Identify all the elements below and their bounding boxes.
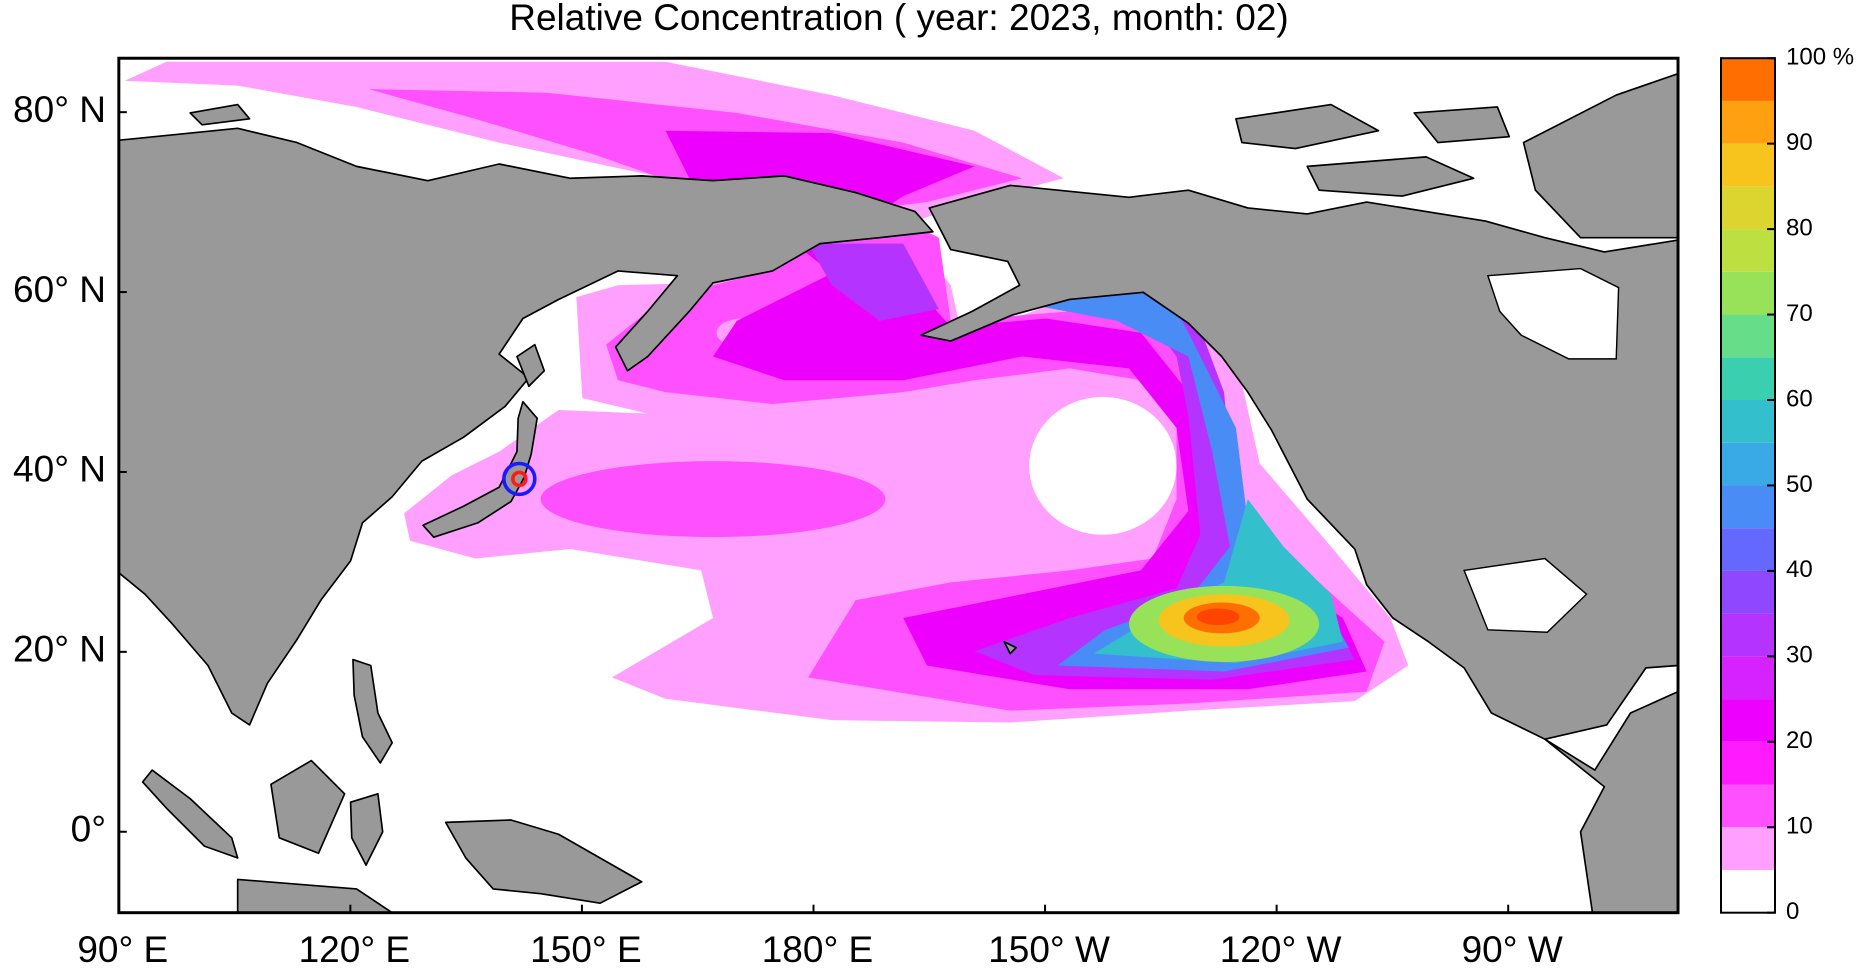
- colorbar-segment: [1721, 485, 1775, 529]
- colorbar-segment: [1721, 186, 1775, 230]
- colorbar-tick-label: 50: [1786, 471, 1813, 498]
- land: [118, 72, 1679, 913]
- colorbar-segment: [1721, 656, 1775, 700]
- colorbar-segment: [1721, 314, 1775, 358]
- sumatra: [141, 769, 239, 859]
- colorbar-segment: [1721, 229, 1775, 272]
- hudson-bay: [1486, 267, 1620, 360]
- south-america: [1544, 690, 1679, 913]
- colorbar-tick-label: 80: [1786, 214, 1813, 241]
- borneo: [270, 759, 346, 855]
- colorbar-segment: [1721, 613, 1775, 657]
- plume-100: [1196, 608, 1240, 626]
- lon-tick-label: 150° E: [530, 929, 642, 970]
- hawaii: [1003, 640, 1017, 655]
- greenland: [1522, 72, 1679, 239]
- lon-tick-label: 120° E: [299, 929, 411, 970]
- hokkaido: [516, 343, 546, 388]
- gulf-of-mexico: [1463, 557, 1588, 633]
- title: Relative Concentration ( year: 2023, mon…: [509, 0, 1288, 38]
- lat-tick-label: 40° N: [13, 449, 106, 490]
- island: [1235, 103, 1380, 150]
- map: [117, 56, 1680, 915]
- lon-tick-label: 180° E: [762, 929, 874, 970]
- colorbar-segment: [1721, 528, 1775, 571]
- japan: [422, 400, 538, 538]
- sulawesi: [349, 793, 384, 866]
- colorbar-tick-label: 40: [1786, 556, 1813, 583]
- colorbar-segment: [1721, 271, 1775, 315]
- new-guinea: [444, 819, 643, 905]
- australia-edge: [236, 878, 394, 913]
- colorbar-segment: [1721, 869, 1775, 913]
- colorbar-segment: [1721, 570, 1775, 614]
- island: [1306, 156, 1475, 197]
- colorbar-segment: [1721, 357, 1775, 400]
- lon-tick-label: 150° W: [988, 929, 1110, 970]
- island: [1413, 106, 1511, 144]
- asia: [118, 127, 934, 726]
- colorbar-segment: [1721, 827, 1775, 870]
- colorbar-tick-label: 90: [1786, 129, 1813, 156]
- colorbar-segment: [1721, 58, 1775, 101]
- colorbar-segment: [1721, 100, 1775, 144]
- island: [189, 103, 251, 126]
- lon-tick-label: 90° W: [1462, 929, 1563, 970]
- colorbar-tick-label: 0: [1786, 898, 1799, 925]
- colorbar-segment: [1721, 442, 1775, 486]
- colorbar-tick-label: 30: [1786, 642, 1813, 669]
- lon-tick-label: 120° W: [1220, 929, 1342, 970]
- map-frame: [117, 56, 1680, 915]
- colorbar-tick-label: 60: [1786, 385, 1813, 412]
- philippines: [352, 658, 394, 764]
- plume-hole: [1029, 396, 1177, 535]
- lat-tick-label: 20° N: [13, 629, 106, 670]
- source-marker-outer: [502, 461, 537, 497]
- colorbar-segment: [1721, 784, 1775, 828]
- lat-tick-label: 80° N: [13, 89, 106, 130]
- colorbar-tick-label: 20: [1786, 727, 1813, 754]
- lon-tick-label: 90° E: [77, 929, 168, 970]
- plume-band: [540, 461, 886, 538]
- colorbar-segment: [1721, 741, 1775, 785]
- colorbar-segment: [1721, 143, 1775, 187]
- colorbar-segment: [1721, 699, 1775, 742]
- source-marker-inner: [511, 470, 528, 488]
- lat-tick-label: 0°: [71, 809, 106, 850]
- colorbar-tick-label: 70: [1786, 300, 1813, 327]
- lat-tick-label: 60° N: [13, 269, 106, 310]
- colorbar-tick-label: 10: [1786, 813, 1813, 840]
- colorbar-segment: [1721, 400, 1775, 443]
- colorbar-tick-label: 100 %: [1786, 44, 1854, 71]
